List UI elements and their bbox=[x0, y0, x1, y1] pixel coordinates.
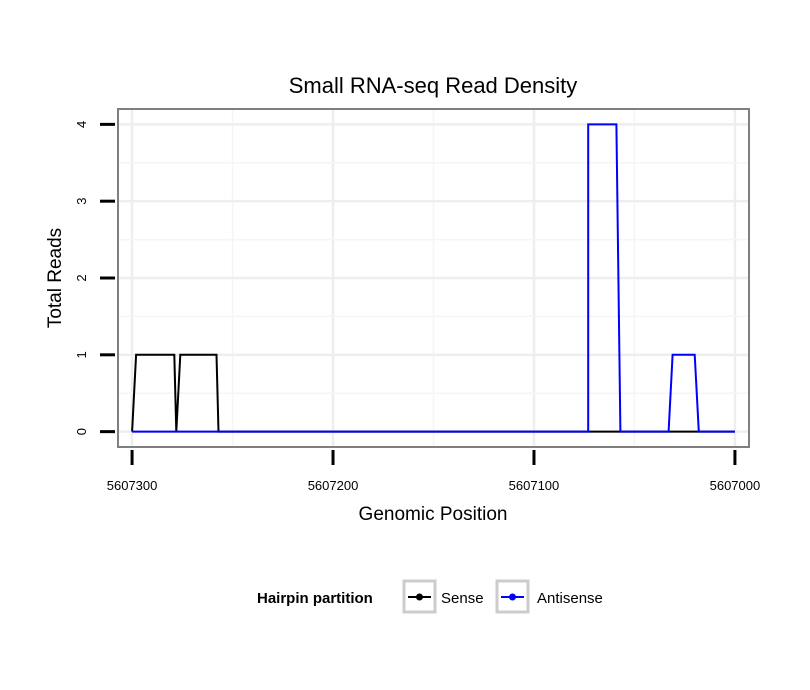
series-line-antisense bbox=[132, 123, 735, 433]
y-tick-label: 3 bbox=[74, 198, 89, 205]
legend-label-sense: Sense bbox=[441, 590, 484, 607]
legend-item-sense: Sense bbox=[402, 579, 484, 614]
legend-item-antisense: Antisense bbox=[495, 579, 603, 614]
y-tick-label: 1 bbox=[74, 351, 89, 358]
x-tick-label: 5607200 bbox=[308, 478, 359, 493]
y-tick-label: 0 bbox=[74, 428, 89, 435]
legend: Hairpin partition Sense Antisense bbox=[257, 579, 603, 614]
panel-border bbox=[117, 108, 750, 448]
legend-label-antisense: Antisense bbox=[537, 590, 603, 607]
x-tick-label: 5607300 bbox=[107, 478, 158, 493]
y-tick-label: 4 bbox=[74, 121, 89, 128]
chart-title: Small RNA-seq Read Density bbox=[289, 73, 578, 98]
axis-layer: 5607300 5607200 5607100 5607000 0 1 2 3 4 bbox=[74, 121, 760, 493]
x-tick-label: 5607100 bbox=[509, 478, 560, 493]
y-axis-title: Total Reads bbox=[45, 228, 66, 328]
legend-point-antisense bbox=[509, 593, 516, 601]
series-line-sense bbox=[131, 353, 735, 433]
x-axis-title: Genomic Position bbox=[359, 504, 508, 525]
legend-title: Hairpin partition bbox=[257, 590, 373, 607]
x-tick-label: 5607000 bbox=[710, 478, 761, 493]
legend-point-sense bbox=[416, 593, 423, 601]
panel-grid bbox=[118, 109, 749, 447]
series-layer bbox=[131, 123, 735, 433]
y-tick-label: 2 bbox=[74, 274, 89, 281]
